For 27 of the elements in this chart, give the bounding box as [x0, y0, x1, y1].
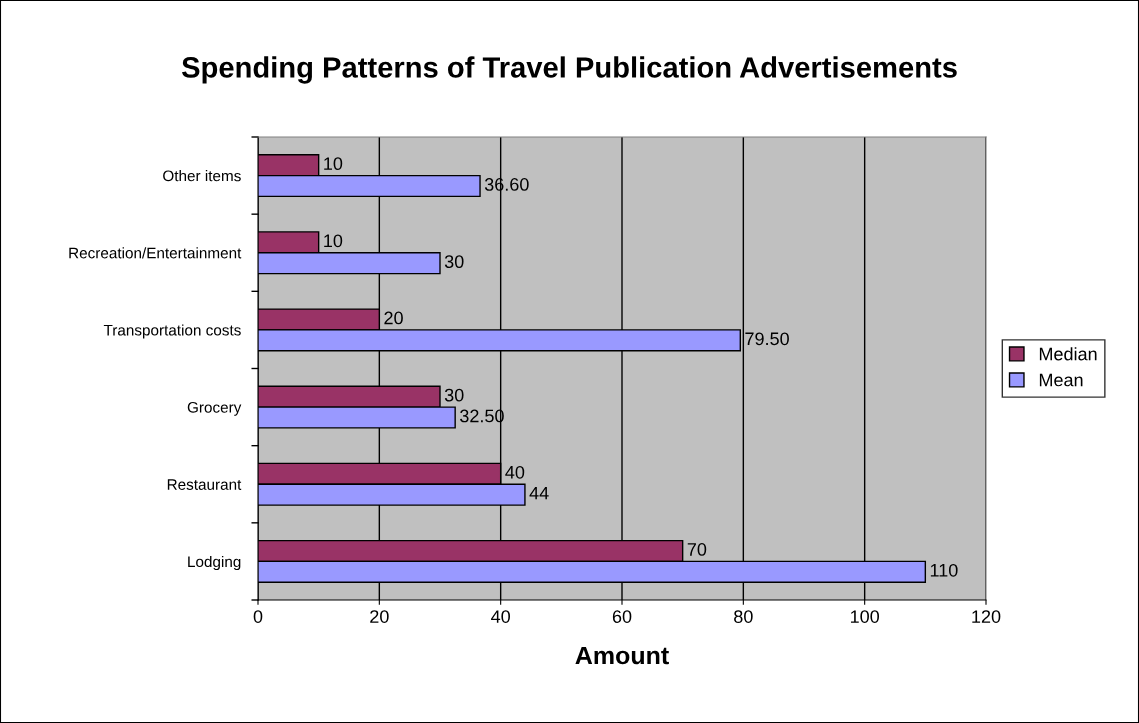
y-tick-label: Grocery	[187, 401, 242, 416]
data-label: 110	[930, 563, 958, 577]
x-tick-label: 100	[850, 610, 880, 623]
data-label: 30	[444, 255, 464, 269]
chart-title: Spending Patterns of Travel Publication Advertisements	[181, 56, 957, 84]
y-tick-label: Restaurant	[167, 479, 242, 490]
data-label: 44	[529, 486, 549, 500]
legend-label: Mean	[1039, 373, 1083, 387]
x-tick-label: 60	[612, 610, 632, 623]
x-axis-title: Amount	[575, 646, 669, 665]
data-label: 30	[444, 388, 464, 402]
data-label: 20	[384, 311, 403, 325]
y-tick-label: Recreation/Entertainment	[69, 247, 242, 259]
data-label: 10	[324, 157, 343, 171]
data-label: 70	[687, 543, 707, 556]
legend-label: Median	[1039, 347, 1097, 361]
data-label: 10	[324, 234, 343, 248]
y-tick-label: Other items	[163, 170, 241, 182]
y-tick-label: Transportation costs	[103, 324, 241, 339]
x-tick-label: 40	[491, 610, 510, 623]
x-tick-label: 120	[972, 610, 1001, 623]
y-tick-label: Lodging	[188, 555, 241, 571]
data-label: 40	[505, 465, 525, 479]
x-tick-label: 80	[734, 610, 753, 623]
x-tick-label: 0	[253, 610, 263, 623]
x-tick-label: 20	[370, 610, 389, 623]
data-label: 79.50	[745, 332, 789, 346]
